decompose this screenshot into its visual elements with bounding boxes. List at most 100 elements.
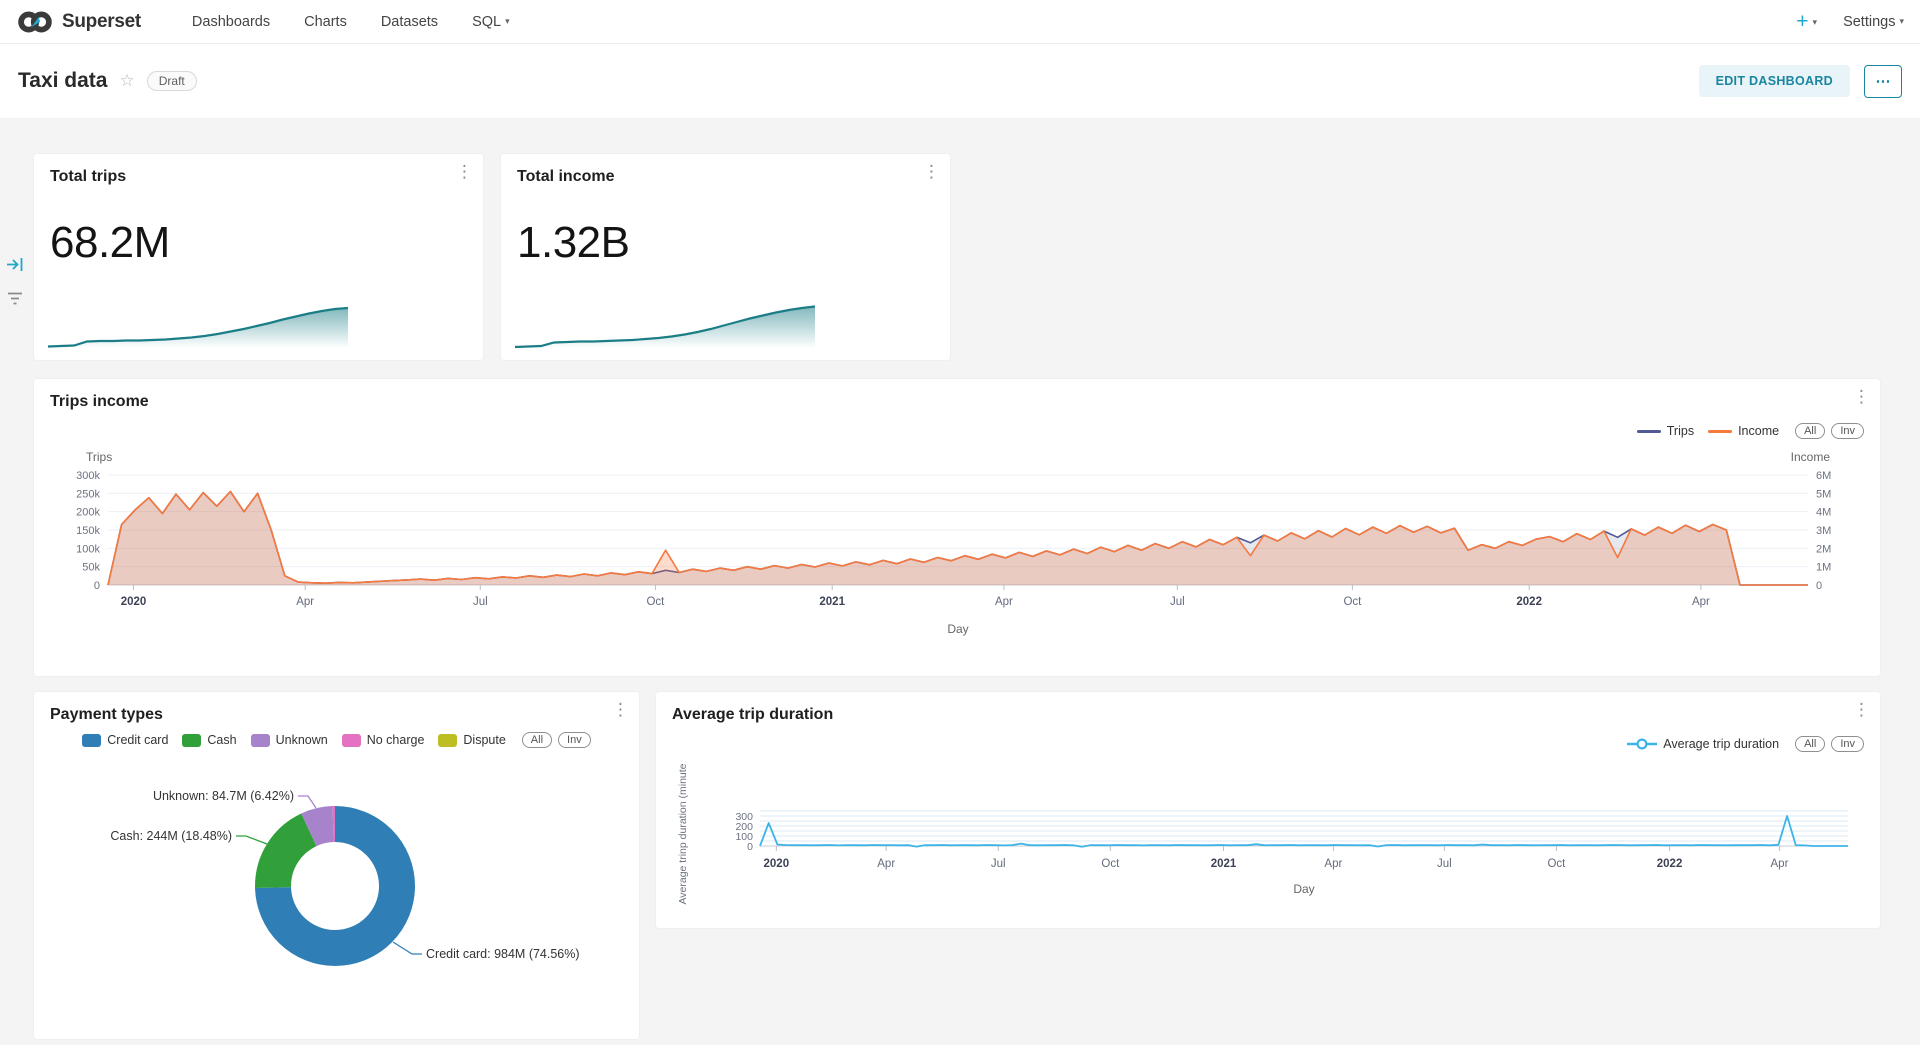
chart-kebab-menu[interactable]: ⋮: [456, 162, 473, 182]
legend-pill-all[interactable]: All: [521, 732, 553, 748]
legend-item-trips[interactable]: Trips: [1636, 424, 1695, 438]
legend-pill-all[interactable]: All: [1795, 736, 1826, 752]
payment-types-donut: Unknown: 84.7M (6.42%) Cash: 244M (18.48%…: [110, 789, 580, 966]
chevron-down-icon: ▾: [505, 16, 510, 27]
filter-icon[interactable]: [6, 291, 24, 306]
svg-text:0: 0: [94, 580, 100, 592]
legend-label: Unknown: [275, 733, 328, 747]
brand-name: Superset: [62, 10, 141, 32]
dashboard-header: Taxi data ☆ Draft EDIT DASHBOARD ⋯: [0, 44, 1920, 118]
svg-text:300: 300: [735, 811, 753, 823]
page-title: Taxi data: [18, 69, 108, 92]
dashboard-more-button[interactable]: ⋯: [1864, 64, 1902, 98]
chart-title: Trips income: [50, 393, 149, 410]
trips-income-legend: Trips Income All Inv: [1636, 423, 1864, 439]
nav-datasets[interactable]: Datasets: [380, 13, 439, 30]
total-trips-card: Total trips ⋮ 68.2M: [33, 153, 484, 361]
legend-label: No charge: [366, 733, 425, 747]
svg-text:300k: 300k: [76, 470, 100, 482]
nav-charts[interactable]: Charts: [304, 13, 347, 30]
legend-pill-group: All Inv: [521, 732, 591, 748]
legend-swatch: [438, 733, 458, 747]
legend-item-cash[interactable]: Cash: [182, 733, 237, 747]
top-navbar: Superset Dashboards Charts Datasets SQL ▾…: [0, 0, 1920, 44]
legend-item-income[interactable]: Income: [1708, 424, 1779, 438]
svg-text:Apr: Apr: [1324, 858, 1342, 870]
avg-trip-duration-card: Average trip duration ⋮ Average trip dur…: [655, 691, 1881, 929]
status-badge: Draft: [146, 71, 197, 91]
total-income-sparkline: [515, 305, 815, 349]
svg-text:100k: 100k: [76, 543, 100, 555]
svg-text:2022: 2022: [1516, 596, 1542, 608]
legend-label: Trips: [1666, 424, 1695, 438]
legend-item-credit-card[interactable]: Credit card: [82, 733, 168, 747]
chart-title: Average trip duration: [672, 706, 834, 723]
payment-types-legend: Credit card Cash Unknown No charge Dispute Al…: [50, 732, 623, 748]
svg-text:2021: 2021: [1211, 858, 1237, 870]
svg-text:200k: 200k: [76, 507, 100, 519]
svg-text:100: 100: [735, 831, 753, 843]
svg-text:Apr: Apr: [877, 858, 895, 870]
trips-income-chart: Trips Income 300k 6M 250k 5M 200k 4M 150k 3M 100k 2…: [76, 450, 1831, 636]
legend-item-average-trip-duration[interactable]: Average trip duration: [1627, 737, 1779, 751]
legend-swatch: [341, 733, 361, 747]
svg-text:Credit card: 984M (74.56%): Credit card: 984M (74.56%): [426, 947, 580, 961]
svg-text:2022: 2022: [1657, 858, 1683, 870]
svg-text:Trips: Trips: [86, 450, 112, 464]
legend-item-unknown[interactable]: Unknown: [250, 733, 328, 747]
legend-pill-inv[interactable]: Inv: [1831, 423, 1864, 439]
svg-text:Day: Day: [1293, 882, 1314, 896]
svg-text:2021: 2021: [819, 596, 845, 608]
svg-text:2M: 2M: [1816, 543, 1831, 555]
svg-text:Apr: Apr: [1692, 596, 1710, 608]
legend-swatch: [1636, 429, 1661, 433]
total-income-card: Total income ⋮ 1.32B: [500, 153, 951, 361]
legend-swatch: [182, 733, 202, 747]
filter-bar-collapsed: [0, 256, 30, 306]
legend-pill-all[interactable]: All: [1795, 423, 1826, 439]
add-new-button[interactable]: + ▾: [1796, 10, 1818, 33]
chart-kebab-menu[interactable]: ⋮: [612, 700, 629, 720]
legend-swatch: [1708, 429, 1733, 433]
svg-text:0: 0: [1816, 580, 1822, 592]
legend-label: Cash: [207, 733, 237, 747]
nav-dashboards[interactable]: Dashboards: [191, 13, 271, 30]
chart-kebab-menu[interactable]: ⋮: [1853, 700, 1870, 720]
legend-item-no-charge[interactable]: No charge: [341, 733, 425, 747]
legend-label: Dispute: [463, 733, 506, 747]
svg-text:Unknown: 84.7M (6.42%): Unknown: 84.7M (6.42%): [153, 789, 294, 803]
chart-kebab-menu[interactable]: ⋮: [1853, 387, 1870, 407]
svg-text:Cash: 244M (18.48%): Cash: 244M (18.48%): [110, 829, 232, 843]
legend-pill-inv[interactable]: Inv: [558, 732, 591, 748]
svg-text:Day: Day: [947, 622, 968, 636]
svg-text:Jul: Jul: [1437, 858, 1452, 870]
svg-text:250k: 250k: [76, 488, 100, 500]
favorite-star-icon[interactable]: ☆: [119, 71, 135, 90]
total-trips-value: 68.2M: [50, 218, 170, 267]
expand-filter-bar-icon[interactable]: [6, 256, 25, 273]
legend-pill-inv[interactable]: Inv: [1831, 736, 1864, 752]
legend-swatch: [82, 733, 102, 747]
svg-text:1M: 1M: [1816, 562, 1831, 574]
superset-logo[interactable]: Superset: [16, 9, 141, 35]
chart-kebab-menu[interactable]: ⋮: [923, 162, 940, 182]
edit-dashboard-button[interactable]: EDIT DASHBOARD: [1698, 65, 1850, 97]
legend-item-dispute[interactable]: Dispute: [438, 733, 506, 747]
svg-text:200: 200: [735, 821, 753, 833]
svg-text:Oct: Oct: [646, 596, 665, 608]
svg-text:Average trinp duration (minute: Average trinp duration (minute: [677, 764, 689, 905]
svg-text:5M: 5M: [1816, 488, 1831, 500]
legend-line-circle-symbol: [1627, 738, 1658, 750]
payment-types-card: Payment types ⋮ Credit card Cash Unknown No…: [33, 691, 640, 1040]
nav-sql-menu[interactable]: SQL ▾: [472, 13, 510, 30]
svg-text:6M: 6M: [1816, 470, 1831, 482]
chart-title: Total trips: [50, 168, 127, 185]
svg-text:Apr: Apr: [995, 596, 1013, 608]
settings-menu[interactable]: Settings ▾: [1843, 13, 1904, 30]
dashboard-canvas: Total trips ⋮ 68.2M Total income ⋮ 1.32B…: [0, 118, 1920, 1045]
total-income-value: 1.32B: [517, 218, 630, 267]
legend-swatch: [250, 733, 270, 747]
chart-title: Payment types: [50, 706, 163, 723]
svg-text:4M: 4M: [1816, 507, 1831, 519]
